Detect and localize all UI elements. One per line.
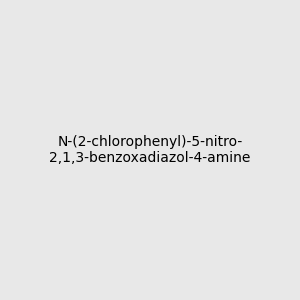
Text: N-(2-chlorophenyl)-5-nitro-
2,1,3-benzoxadiazol-4-amine: N-(2-chlorophenyl)-5-nitro- 2,1,3-benzox… (49, 135, 251, 165)
